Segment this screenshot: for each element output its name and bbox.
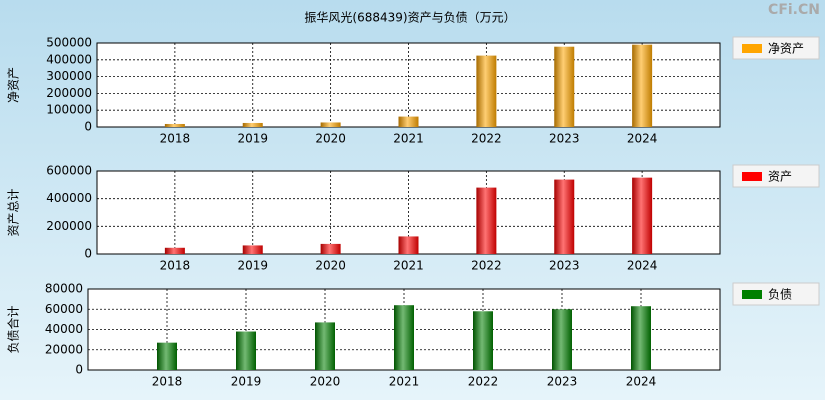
x-tick-label: 2021 (389, 375, 420, 389)
legend-swatch (742, 172, 762, 181)
x-tick-label: 2022 (471, 259, 502, 273)
x-tick-label: 2018 (152, 375, 183, 389)
x-tick-label: 2021 (393, 259, 424, 273)
x-tick-label: 2018 (160, 132, 191, 146)
bar (164, 123, 185, 127)
y-axis-label: 负债合计 (6, 305, 21, 353)
bar (632, 177, 653, 254)
bar (320, 243, 341, 254)
bar (398, 116, 419, 127)
legend-box (732, 282, 820, 306)
y-tick-label: 400000 (46, 191, 92, 205)
bar (242, 245, 263, 254)
y-tick-label: 200000 (46, 219, 92, 233)
x-tick-label: 2020 (315, 132, 346, 146)
y-tick-label: 0 (84, 247, 92, 261)
x-tick-label: 2020 (310, 375, 341, 389)
y-tick-label: 40000 (45, 322, 83, 336)
y-tick-label: 80000 (45, 282, 83, 296)
x-tick-label: 2019 (231, 375, 262, 389)
x-tick-label: 2018 (160, 259, 191, 273)
legend-box (732, 36, 820, 60)
bar (236, 331, 256, 370)
x-tick-label: 2020 (315, 259, 346, 273)
x-tick-label: 2021 (393, 132, 424, 146)
y-tick-label: 300000 (46, 69, 92, 83)
y-tick-label: 100000 (46, 103, 92, 117)
legend-swatch (742, 44, 762, 53)
bar (398, 236, 419, 254)
y-tick-label: 400000 (46, 52, 92, 66)
x-tick-label: 2024 (627, 259, 658, 273)
bar (476, 187, 497, 254)
y-tick-label: 500000 (46, 36, 92, 50)
y-tick-label: 0 (84, 120, 92, 134)
bar (164, 247, 185, 254)
bar (320, 122, 341, 127)
bar (554, 179, 575, 254)
bar (473, 311, 493, 370)
x-tick-label: 2022 (471, 132, 502, 146)
bar (476, 55, 497, 127)
y-axis-label: 资产总计 (7, 188, 21, 236)
bar (315, 322, 335, 370)
x-tick-label: 2022 (468, 375, 499, 389)
x-tick-label: 2024 (626, 375, 657, 389)
y-tick-label: 200000 (46, 86, 92, 100)
x-tick-label: 2019 (237, 259, 268, 273)
y-tick-label: 60000 (45, 302, 83, 316)
chart-title: 振华风光(688439)资产与负债（万元） (304, 11, 515, 25)
legend-swatch (742, 290, 762, 299)
bar (552, 309, 572, 370)
y-tick-label: 20000 (45, 342, 83, 356)
bar (631, 306, 651, 370)
x-tick-label: 2023 (547, 375, 578, 389)
x-tick-label: 2023 (549, 259, 580, 273)
bar (157, 342, 177, 370)
legend-label: 资产 (768, 170, 792, 184)
y-tick-label: 600000 (46, 164, 92, 178)
bar (394, 305, 414, 370)
x-tick-label: 2024 (627, 132, 658, 146)
legend-label: 负债 (768, 288, 792, 302)
legend-box (732, 164, 820, 188)
y-axis-label: 净资产 (7, 67, 21, 103)
watermark: CFi.CN (768, 2, 820, 18)
bar (632, 44, 653, 127)
y-tick-label: 0 (75, 363, 83, 377)
x-tick-label: 2023 (549, 132, 580, 146)
x-tick-label: 2019 (237, 132, 268, 146)
bar (554, 46, 575, 127)
bar (242, 122, 263, 127)
legend-label: 净资产 (768, 42, 804, 56)
